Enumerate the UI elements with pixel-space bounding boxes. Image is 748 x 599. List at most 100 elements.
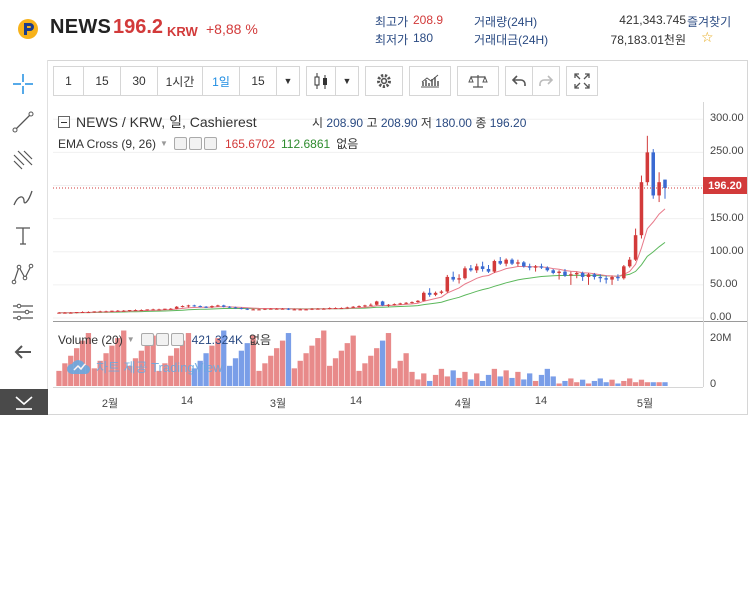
candle-body [416, 300, 420, 303]
volume-bar [215, 338, 221, 386]
close-icon[interactable] [170, 333, 184, 346]
ema-legend[interactable]: EMA Cross (9, 26) ▼ 165.6702 112.6861 없음 [58, 135, 358, 152]
volume-bar [550, 376, 556, 386]
volume-bar [238, 350, 245, 386]
candle-body [510, 259, 514, 264]
redo-button[interactable] [532, 66, 560, 96]
eye-icon[interactable] [173, 137, 187, 150]
close-icon[interactable] [203, 137, 217, 150]
fib-icon[interactable] [8, 146, 38, 174]
candle-body [533, 266, 538, 268]
chevron-down-icon[interactable]: ▼ [126, 335, 135, 344]
text-icon[interactable] [8, 222, 38, 250]
time-tick-label: 4월 [454, 398, 472, 410]
volume-extra: 없음 [249, 333, 272, 347]
chart-type-menu-button[interactable]: ▼ [335, 66, 359, 96]
favorite-label[interactable]: 즐겨찾기 [687, 15, 732, 29]
interval-custom-button[interactable]: 15 [239, 66, 277, 96]
eye-icon[interactable] [140, 333, 154, 346]
interval-15-button[interactable]: 15 [83, 66, 121, 96]
collapse-icon[interactable] [0, 389, 48, 415]
settings-button[interactable] [365, 66, 403, 96]
crosshair-icon[interactable] [8, 70, 38, 98]
interval-30-button[interactable]: 30 [120, 66, 158, 96]
candle-body [563, 271, 567, 276]
back-arrow-icon[interactable] [8, 338, 38, 366]
candle-body [251, 309, 255, 311]
candle-body [486, 268, 491, 272]
volume-bar [256, 370, 262, 386]
interval-1h-button[interactable]: 1시간 [157, 66, 203, 96]
interval-1d-button[interactable]: 1일 [202, 66, 240, 96]
volume-tick-label: 20M [710, 332, 732, 344]
candle-body [57, 312, 61, 314]
volume-bar [203, 353, 209, 386]
time-tick-label: 3월 [269, 398, 287, 410]
indicators-button[interactable] [409, 66, 451, 96]
candles-button[interactable] [306, 66, 336, 96]
candle-body [180, 306, 185, 308]
interval-1-button[interactable]: 1 [53, 66, 84, 96]
candle-body [133, 310, 138, 312]
candle-body [445, 276, 450, 292]
time-axis[interactable]: 2월 14 3월 14 4월 14 5월 [53, 387, 703, 413]
cloud-icon [67, 359, 91, 374]
candle-body [63, 312, 67, 314]
candle-body [410, 302, 414, 304]
time-tick-label: 2월 [101, 398, 119, 410]
ema-fast-value: 165.6702 [224, 136, 276, 151]
gear-icon[interactable] [188, 137, 202, 150]
price-chart[interactable] [53, 102, 703, 387]
volume-bar [397, 360, 403, 386]
candle-body [369, 304, 373, 306]
candle-body [216, 305, 220, 307]
volume-bar [638, 379, 645, 386]
brush-icon[interactable] [8, 184, 38, 212]
volume-bar [609, 379, 615, 386]
chevron-down-icon[interactable]: ▼ [160, 139, 168, 148]
interval-menu-button[interactable]: ▼ [276, 66, 300, 96]
volume-bar [579, 379, 586, 386]
candle-body [663, 179, 667, 189]
ema-slow-line [59, 241, 666, 314]
candle-body [339, 308, 344, 310]
candle-body [580, 272, 585, 277]
measure-icon[interactable] [8, 298, 38, 326]
volume-bar [515, 371, 521, 386]
volume-bar [221, 330, 227, 386]
pattern-icon[interactable] [8, 260, 38, 288]
volume-legend[interactable]: Volume (20) ▼ 421.324K 없음 [58, 331, 271, 348]
compare-button[interactable] [457, 66, 499, 96]
candle-body [474, 266, 479, 271]
volume-bar [132, 358, 139, 386]
undo-button[interactable] [505, 66, 533, 96]
candle-body [351, 306, 355, 308]
volume-bar [232, 358, 239, 386]
volume-bar [344, 343, 350, 386]
low-value: 180.00 [435, 116, 472, 130]
candle-body [333, 308, 338, 310]
volume-bar [427, 380, 433, 386]
candle-body [145, 309, 150, 311]
price-tick-label: 250.00 [710, 145, 744, 158]
price-axis[interactable]: 300.00250.00200.00150.00100.0050.000.002… [703, 102, 747, 390]
volume-bar [162, 363, 168, 386]
candle-body [527, 266, 532, 268]
candle-body [121, 310, 126, 312]
gear-icon[interactable] [155, 333, 169, 346]
price-tick-label: 100.00 [710, 244, 744, 257]
star-icon[interactable]: ☆ [701, 29, 714, 45]
candle-body [116, 310, 120, 312]
symbol-title[interactable]: NEWS / KRW, 일, Cashierest [76, 114, 257, 130]
volume-bar [409, 371, 415, 386]
current-price-tag: 196.20 [703, 177, 747, 194]
volume-bar [156, 370, 162, 386]
candle-body [557, 271, 561, 273]
volume-bar [262, 363, 268, 386]
volume-bar [362, 363, 368, 386]
trendline-icon[interactable] [8, 108, 38, 136]
volume-label: Volume (20) [58, 332, 123, 347]
legend-collapse-icon[interactable] [58, 116, 70, 128]
pane-separator[interactable] [53, 321, 747, 322]
fullscreen-button[interactable] [566, 66, 598, 96]
